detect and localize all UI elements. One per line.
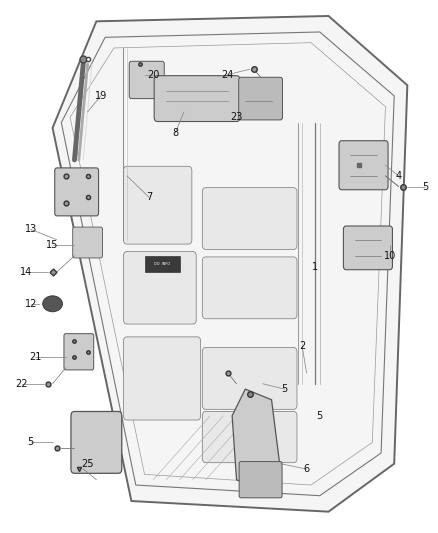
- Text: DO. INFO: DO. INFO: [154, 262, 170, 266]
- FancyBboxPatch shape: [343, 226, 392, 270]
- Text: 5: 5: [422, 182, 428, 191]
- Ellipse shape: [42, 296, 62, 312]
- Text: 14: 14: [20, 267, 32, 277]
- Text: 13: 13: [25, 224, 37, 234]
- FancyBboxPatch shape: [64, 334, 94, 370]
- Text: 10: 10: [384, 251, 396, 261]
- FancyBboxPatch shape: [202, 257, 297, 319]
- Text: 25: 25: [81, 459, 94, 469]
- FancyBboxPatch shape: [73, 227, 102, 258]
- Polygon shape: [232, 389, 280, 490]
- Text: 7: 7: [146, 192, 152, 202]
- FancyBboxPatch shape: [239, 77, 283, 120]
- FancyBboxPatch shape: [239, 462, 282, 498]
- FancyBboxPatch shape: [55, 168, 99, 216]
- FancyBboxPatch shape: [145, 256, 180, 272]
- Text: 6: 6: [304, 464, 310, 474]
- FancyBboxPatch shape: [124, 337, 201, 420]
- Text: 21: 21: [29, 352, 41, 362]
- Text: 19: 19: [95, 91, 107, 101]
- Text: 8: 8: [172, 128, 178, 138]
- FancyBboxPatch shape: [124, 252, 196, 324]
- Text: 12: 12: [25, 299, 37, 309]
- FancyBboxPatch shape: [71, 411, 122, 473]
- FancyBboxPatch shape: [129, 61, 164, 99]
- FancyBboxPatch shape: [124, 166, 192, 244]
- Text: 5: 5: [317, 411, 323, 421]
- Text: 5: 5: [282, 384, 288, 394]
- Text: 2: 2: [299, 342, 305, 351]
- Text: 23: 23: [230, 112, 243, 122]
- Polygon shape: [53, 16, 407, 512]
- FancyBboxPatch shape: [202, 348, 297, 409]
- Text: 5: 5: [28, 438, 34, 447]
- Text: 4: 4: [396, 171, 402, 181]
- Text: 20: 20: [147, 70, 159, 79]
- Text: 22: 22: [16, 379, 28, 389]
- FancyBboxPatch shape: [339, 141, 388, 190]
- FancyBboxPatch shape: [202, 188, 297, 249]
- Text: 1: 1: [312, 262, 318, 271]
- FancyBboxPatch shape: [154, 76, 240, 122]
- Text: 24: 24: [222, 70, 234, 79]
- FancyBboxPatch shape: [202, 411, 297, 463]
- Text: 15: 15: [46, 240, 59, 250]
